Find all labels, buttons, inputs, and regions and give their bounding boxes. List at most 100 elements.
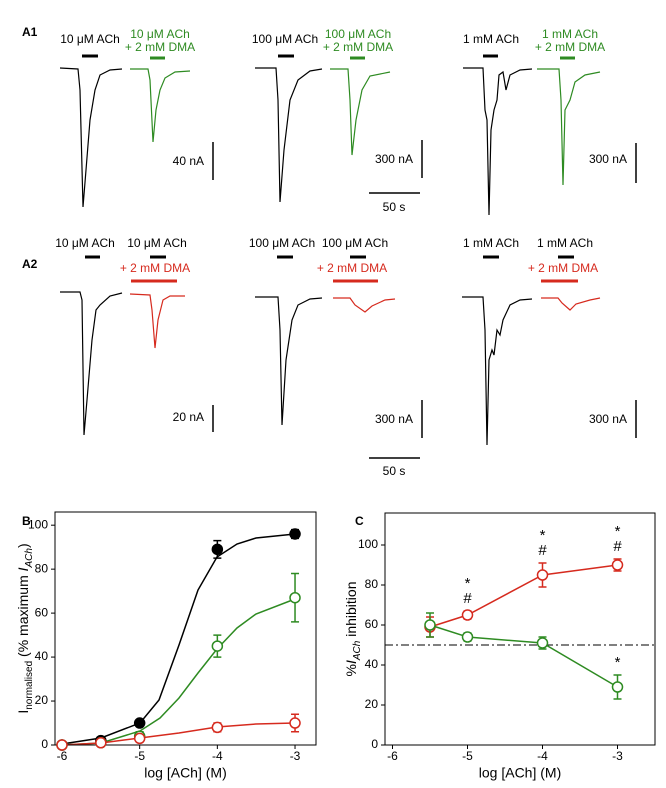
- scale-label: 300 nA: [589, 412, 627, 426]
- time-label: 50 s: [383, 464, 406, 478]
- y-tick-label: 80: [365, 577, 379, 591]
- trace: [60, 291, 123, 436]
- trace: [537, 68, 601, 186]
- marker: [536, 637, 549, 649]
- x-tick-label: -3: [290, 749, 301, 763]
- significance-mark: #: [538, 542, 547, 559]
- marker: [133, 717, 146, 729]
- x-axis-label: log [ACh] (M): [144, 765, 226, 781]
- trace: [333, 297, 396, 313]
- y-axis-label-part: I: [343, 660, 359, 664]
- scale-label: 300 nA: [375, 152, 413, 166]
- x-axis-label: log [ACh] (M): [479, 765, 561, 781]
- marker: [211, 543, 224, 556]
- drug-label: 1 mM ACh: [537, 236, 593, 250]
- y-tick-label: 60: [365, 617, 379, 631]
- y-tick-label: 100: [28, 517, 48, 531]
- drug-label: 1 mM ACh: [463, 32, 519, 46]
- trace: [255, 296, 323, 426]
- x-tick-label: -4: [212, 749, 223, 763]
- y-axis-label: Inormalised (% maximum IACh): [15, 543, 35, 713]
- marker: [461, 609, 474, 621]
- trace: [129, 293, 185, 349]
- scale-label: 20 nA: [173, 410, 204, 424]
- marker: [611, 681, 624, 693]
- traces-a2: 10 μM ACh 10 μM ACh + 2 mM DMA 20 nA 100…: [55, 236, 637, 478]
- trace: [330, 68, 391, 156]
- y-tick-label: 0: [41, 737, 48, 751]
- plot-frame: [54, 511, 317, 746]
- trace: [463, 67, 533, 216]
- drug-label: + 2 mM DMA: [535, 40, 605, 54]
- y-tick-label: 20: [365, 697, 379, 711]
- marker: [211, 721, 224, 734]
- significance-mark: *: [615, 654, 621, 671]
- significance-mark: #: [613, 538, 622, 555]
- drug-label: 1 mM ACh: [542, 27, 598, 41]
- drug-label: 10 μM ACh: [60, 32, 120, 46]
- y-tick-label: 60: [35, 605, 49, 619]
- y-axis-label-part: I: [15, 567, 31, 571]
- series-line: [429, 564, 618, 628]
- fit-curve: [61, 598, 296, 746]
- significance-mark: *: [615, 523, 621, 540]
- drug-label: + 2 mM DMA: [317, 261, 387, 275]
- significance-mark: #: [463, 590, 472, 607]
- panel-label: A2: [22, 257, 38, 271]
- trace: [462, 296, 533, 446]
- y-tick-label: 40: [35, 649, 49, 663]
- marker: [289, 528, 301, 540]
- marker: [95, 737, 107, 749]
- drug-label: 10 μM ACh: [127, 236, 187, 250]
- drug-label: 100 μM ACh: [252, 32, 318, 46]
- panel-label: A1: [22, 25, 38, 39]
- traces-a1: 10 μM ACh 10 μM ACh + 2 mM DMA 40 nA 100…: [59, 27, 637, 216]
- x-tick-label: -6: [57, 749, 68, 763]
- series-line: [429, 624, 618, 688]
- y-axis-label-part: ): [15, 543, 31, 548]
- scale-label: 300 nA: [375, 412, 413, 426]
- drug-label: 100 μM ACh: [325, 27, 391, 41]
- y-axis-label-part: (% maximum: [15, 571, 31, 660]
- drug-label: + 2 mM DMA: [120, 261, 190, 275]
- y-tick-label: 0: [371, 737, 378, 751]
- marker: [461, 631, 474, 643]
- trace: [255, 67, 323, 203]
- trace: [130, 68, 191, 143]
- drug-label: + 2 mM DMA: [323, 40, 393, 54]
- marker: [611, 559, 624, 571]
- drug-label: 100 μM ACh: [322, 236, 388, 250]
- y-axis-label-part: ACh: [352, 640, 363, 661]
- drug-label: + 2 mM DMA: [528, 261, 598, 275]
- y-axis-label-part: %: [343, 664, 359, 676]
- drug-label: 10 μM ACh: [130, 27, 190, 41]
- y-tick-label: 20: [35, 693, 49, 707]
- marker: [424, 619, 436, 631]
- x-tick-label: -3: [612, 749, 623, 763]
- marker: [289, 717, 301, 729]
- marker: [211, 640, 224, 652]
- y-tick-label: 40: [365, 657, 379, 671]
- plot-frame: [384, 512, 656, 746]
- marker: [56, 739, 68, 751]
- trace: [541, 297, 601, 311]
- marker: [536, 569, 549, 581]
- y-axis-label-part: normalised: [24, 661, 35, 710]
- fit-curves: [61, 533, 296, 746]
- drug-label: 10 μM ACh: [55, 236, 115, 250]
- y-axis-label-part: inhibition: [343, 582, 359, 641]
- y-tick-label: 100: [358, 537, 378, 551]
- marker: [133, 732, 146, 745]
- fit-curve: [61, 533, 296, 745]
- x-tick-label: -4: [537, 749, 548, 763]
- drug-label: 1 mM ACh: [463, 236, 519, 250]
- y-tick-label: 80: [35, 561, 49, 575]
- significance-mark: *: [540, 527, 546, 544]
- scale-label: 40 nA: [173, 154, 204, 168]
- y-axis-label-part: I: [15, 710, 31, 714]
- drug-label: 100 μM ACh: [249, 236, 315, 250]
- panel-label: B: [22, 514, 31, 528]
- time-label: 50 s: [383, 200, 406, 214]
